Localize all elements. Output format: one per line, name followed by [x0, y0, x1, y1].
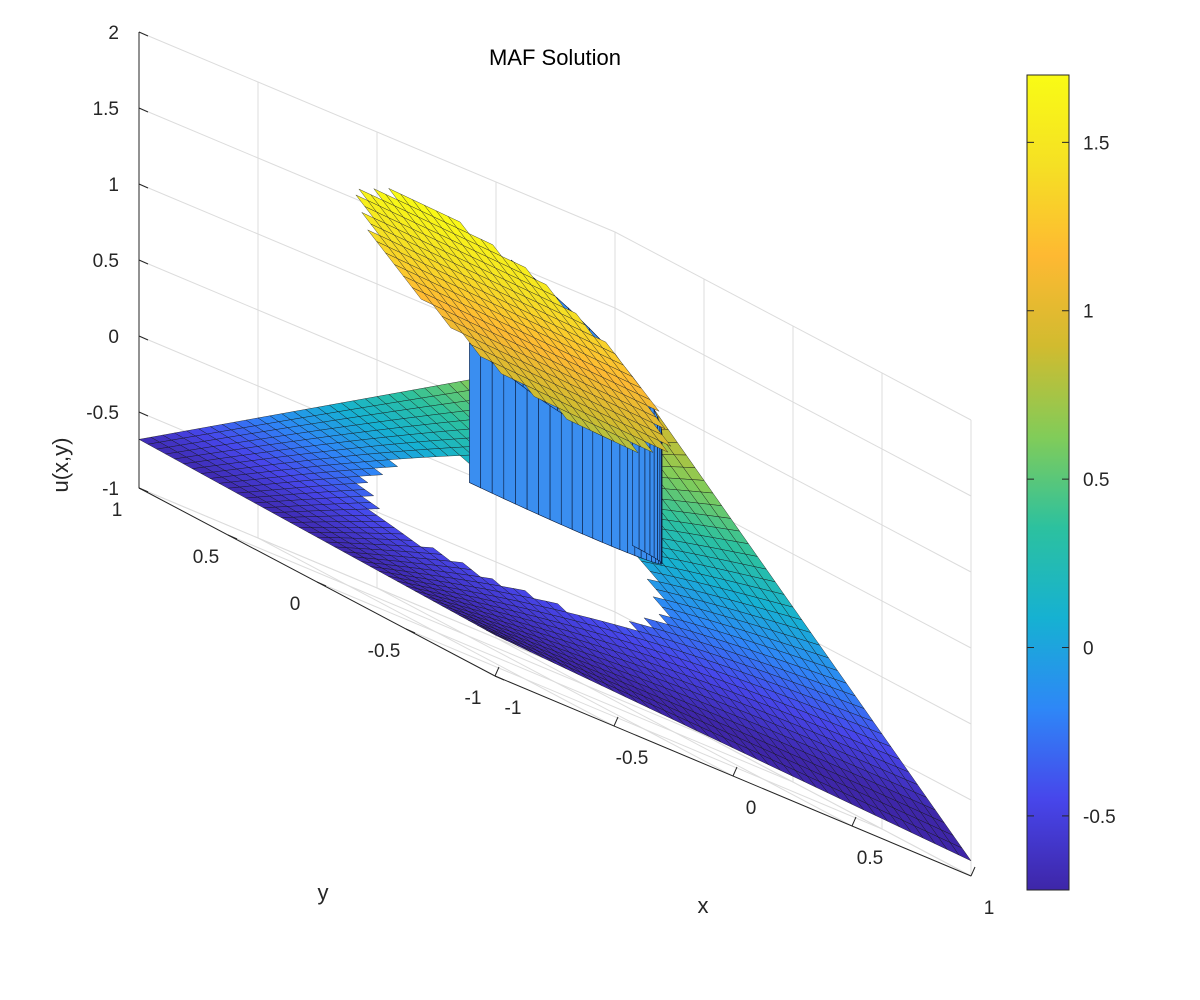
x-tick-label: 0.5 — [857, 848, 883, 869]
z-tick — [138, 107, 149, 113]
colorbar-ticks: -0.5 0 0.5 1 1.5 — [1027, 133, 1116, 828]
axis-tick-labels: -1-0.500.51-1-0.500.51-1-0.500.511.52 — [86, 23, 994, 919]
x-tick — [851, 816, 857, 827]
x-tick-label: -1 — [505, 698, 522, 719]
disc-wall-patch — [549, 405, 562, 526]
x-tick-label: 0 — [746, 798, 757, 819]
disc-wall-patch — [571, 419, 583, 535]
disc-wall-patch — [515, 380, 528, 510]
colorbar-tick-label: 1.5 — [1083, 133, 1109, 154]
colorbar-fill — [1027, 75, 1069, 890]
z-tick-label: 1.5 — [93, 99, 119, 120]
disc-wall-patch — [491, 361, 505, 500]
y-tick — [405, 628, 416, 634]
disc-wall-patch — [469, 342, 482, 489]
colorbar-tick-label: 0.5 — [1083, 470, 1109, 491]
x-tick — [494, 666, 500, 677]
y-grid-line — [227, 279, 705, 736]
disc-top-patch — [644, 411, 666, 429]
y-tick — [494, 675, 505, 681]
z-tick-label: 2 — [108, 23, 119, 44]
z-axis-label: u(x,y) — [48, 438, 73, 493]
y-tick — [227, 534, 238, 540]
surface-patch — [376, 459, 399, 468]
surface-patch — [361, 467, 384, 476]
colorbar-tick-label: 0 — [1083, 639, 1094, 660]
colorbar-tick-label: 1 — [1083, 302, 1094, 323]
y-tick-label: 1 — [112, 500, 123, 521]
y-axis-label: y — [318, 880, 329, 905]
disc-wall-patch — [526, 389, 539, 516]
x-tick-label: -0.5 — [616, 748, 649, 769]
z-tick — [138, 335, 149, 341]
disc-wall-patch — [582, 425, 594, 539]
disc-wall-patch — [538, 397, 551, 521]
z-tick-label: -0.5 — [86, 403, 119, 424]
surface-patch — [949, 842, 972, 862]
surface-mesh — [138, 188, 972, 862]
z-tick-label: 0.5 — [93, 251, 119, 272]
y-tick-label: 0 — [290, 594, 301, 615]
x-tick — [732, 766, 738, 777]
chart-title: MAF Solution — [489, 45, 621, 70]
z-tick-label: -1 — [102, 479, 119, 500]
x-axis-label: x — [698, 893, 709, 918]
disc-wall-patch — [611, 439, 621, 551]
z-tick — [138, 259, 149, 265]
disc-top-patch — [649, 428, 672, 447]
surface-patch — [352, 489, 375, 497]
colorbar: -0.5 0 0.5 1 1.5 — [1026, 74, 1116, 891]
colorbar-tick-label: -0.5 — [1083, 807, 1116, 828]
z-tick — [138, 487, 149, 493]
disc-wall-patch — [602, 435, 612, 547]
x-tick-label: 1 — [984, 898, 995, 919]
disc-top-patch — [638, 393, 660, 412]
disc-wall-patch — [560, 412, 573, 530]
disc-wall-patch — [592, 430, 603, 543]
y-tick-label: -1 — [465, 688, 482, 709]
surface-patch — [358, 502, 381, 510]
y-tick — [316, 581, 327, 587]
y-grid-line — [405, 373, 883, 830]
z-tick — [138, 183, 149, 189]
disc-wall-patch — [619, 442, 629, 554]
z-tick — [138, 31, 149, 37]
y-tick-label: 0.5 — [193, 547, 219, 568]
y-tick-label: -0.5 — [368, 641, 401, 662]
disc-wall-patch — [503, 371, 516, 505]
disc-wall-patch — [480, 352, 493, 494]
y-grid-line — [316, 326, 794, 783]
x-tick — [613, 716, 619, 727]
x-tick — [970, 866, 976, 877]
z-tick-label: 1 — [108, 175, 119, 196]
disc-top-patch — [646, 434, 669, 453]
z-tick-label: 0 — [108, 327, 119, 348]
colorbar-frame — [1026, 74, 1070, 891]
z-tick — [138, 411, 149, 417]
